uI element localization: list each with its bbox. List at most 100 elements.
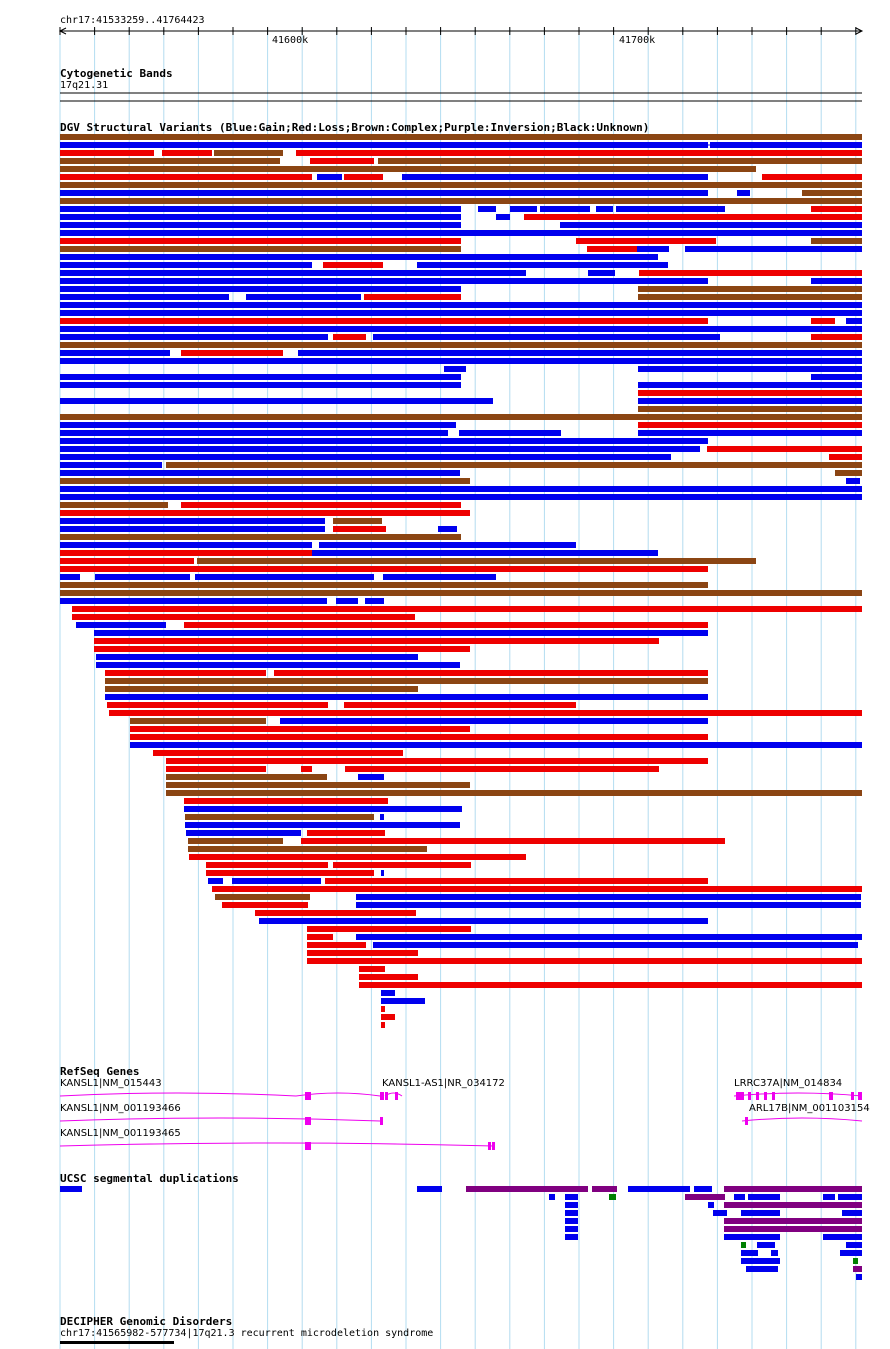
- dgv-gain-feature[interactable]: [588, 270, 615, 276]
- dgv-gain-feature[interactable]: [95, 574, 190, 580]
- dgv-gain-feature[interactable]: [60, 374, 461, 380]
- dgv-loss-feature[interactable]: [301, 838, 725, 844]
- dgv-gain-feature[interactable]: [383, 574, 496, 580]
- segdup-blue-feature[interactable]: [771, 1250, 778, 1256]
- dgv-loss-feature[interactable]: [153, 750, 403, 756]
- dgv-loss-feature[interactable]: [130, 726, 470, 732]
- dgv-loss-feature[interactable]: [359, 974, 418, 980]
- segdup-blue-feature[interactable]: [565, 1194, 578, 1200]
- segdup-blue-feature[interactable]: [60, 1186, 82, 1192]
- dgv-gain-feature[interactable]: [356, 934, 862, 940]
- dgv-gain-feature[interactable]: [638, 430, 862, 436]
- dgv-complex-feature[interactable]: [835, 470, 862, 476]
- dgv-complex-feature[interactable]: [60, 182, 862, 188]
- dgv-loss-feature[interactable]: [274, 670, 708, 676]
- segdup-blue-feature[interactable]: [838, 1194, 862, 1200]
- segdup-blue-feature[interactable]: [746, 1266, 778, 1272]
- segdup-purple-feature[interactable]: [592, 1186, 617, 1192]
- gene-exon[interactable]: [492, 1142, 495, 1150]
- segdup-purple-feature[interactable]: [724, 1218, 862, 1224]
- dgv-gain-feature[interactable]: [60, 574, 80, 580]
- dgv-loss-feature[interactable]: [587, 246, 637, 252]
- gene-exon[interactable]: [745, 1117, 748, 1125]
- segdup-purple-feature[interactable]: [685, 1194, 725, 1200]
- gene-exon[interactable]: [305, 1142, 311, 1150]
- dgv-loss-feature[interactable]: [60, 318, 708, 324]
- dgv-loss-feature[interactable]: [310, 158, 374, 164]
- dgv-complex-feature[interactable]: [130, 718, 266, 724]
- dgv-gain-feature[interactable]: [186, 830, 301, 836]
- dgv-loss-feature[interactable]: [184, 798, 388, 804]
- dgv-gain-feature[interactable]: [560, 222, 862, 228]
- dgv-gain-feature[interactable]: [60, 214, 461, 220]
- dgv-gain-feature[interactable]: [60, 422, 456, 428]
- dgv-gain-feature[interactable]: [96, 662, 460, 668]
- dgv-complex-feature[interactable]: [60, 166, 756, 172]
- dgv-loss-feature[interactable]: [333, 526, 386, 532]
- dgv-gain-feature[interactable]: [510, 206, 537, 212]
- dgv-loss-feature[interactable]: [359, 982, 862, 988]
- gene-label[interactable]: LRRC37A|NM_014834: [734, 1078, 843, 1089]
- dgv-gain-feature[interactable]: [105, 694, 708, 700]
- dgv-loss-feature[interactable]: [94, 638, 659, 644]
- dgv-loss-feature[interactable]: [296, 150, 862, 156]
- gene-exon[interactable]: [385, 1092, 388, 1100]
- dgv-complex-feature[interactable]: [188, 838, 283, 844]
- dgv-complex-feature[interactable]: [60, 342, 862, 348]
- dgv-complex-feature[interactable]: [105, 686, 418, 692]
- dgv-gain-feature[interactable]: [60, 470, 460, 476]
- dgv-gain-feature[interactable]: [60, 206, 461, 212]
- gene-intron[interactable]: [59, 1092, 297, 1097]
- dgv-loss-feature[interactable]: [381, 1006, 385, 1012]
- segdup-purple-feature[interactable]: [853, 1266, 862, 1272]
- dgv-loss-feature[interactable]: [60, 566, 708, 572]
- dgv-gain-feature[interactable]: [638, 382, 862, 388]
- segdup-blue-feature[interactable]: [842, 1210, 862, 1216]
- dgv-gain-feature[interactable]: [312, 550, 658, 556]
- dgv-gain-feature[interactable]: [60, 294, 229, 300]
- dgv-gain-feature[interactable]: [60, 310, 862, 316]
- dgv-loss-feature[interactable]: [206, 862, 328, 868]
- dgv-gain-feature[interactable]: [60, 270, 526, 276]
- dgv-complex-feature[interactable]: [60, 414, 862, 420]
- gene-intron[interactable]: [741, 1117, 863, 1122]
- dgv-loss-feature[interactable]: [184, 622, 708, 628]
- dgv-loss-feature[interactable]: [364, 294, 461, 300]
- dgv-complex-feature[interactable]: [105, 678, 708, 684]
- dgv-gain-feature[interactable]: [846, 318, 862, 324]
- gene-exon[interactable]: [764, 1092, 767, 1100]
- dgv-gain-feature[interactable]: [60, 326, 862, 332]
- dgv-loss-feature[interactable]: [576, 238, 716, 244]
- dgv-complex-feature[interactable]: [333, 518, 382, 524]
- dgv-gain-feature[interactable]: [60, 334, 328, 340]
- dgv-loss-feature[interactable]: [829, 454, 862, 460]
- dgv-loss-feature[interactable]: [344, 702, 576, 708]
- dgv-gain-feature[interactable]: [356, 902, 861, 908]
- segdup-blue-feature[interactable]: [846, 1242, 862, 1248]
- dgv-gain-feature[interactable]: [373, 334, 720, 340]
- dgv-gain-feature[interactable]: [616, 206, 725, 212]
- dgv-gain-feature[interactable]: [60, 430, 448, 436]
- dgv-gain-feature[interactable]: [60, 518, 325, 524]
- segdup-blue-feature[interactable]: [840, 1250, 862, 1256]
- dgv-gain-feature[interactable]: [438, 526, 457, 532]
- refseq-gene-models[interactable]: [59, 1092, 863, 1150]
- decipher-feature-label[interactable]: chr17:41565982-577734|17q21.3 recurrent …: [60, 1328, 434, 1339]
- gene-exon[interactable]: [736, 1092, 744, 1100]
- dgv-loss-feature[interactable]: [109, 710, 862, 716]
- segdup-blue-feature[interactable]: [565, 1234, 578, 1240]
- dgv-loss-feature[interactable]: [60, 174, 312, 180]
- gene-intron[interactable]: [295, 1092, 381, 1097]
- segdup-blue-feature[interactable]: [856, 1274, 862, 1280]
- dgv-gain-feature[interactable]: [195, 574, 374, 580]
- dgv-gain-feature[interactable]: [246, 294, 361, 300]
- segdup-blue-feature[interactable]: [741, 1210, 780, 1216]
- dgv-gain-feature[interactable]: [60, 494, 862, 500]
- segdup-purple-feature[interactable]: [724, 1186, 862, 1192]
- dgv-complex-feature[interactable]: [60, 158, 280, 164]
- dgv-loss-feature[interactable]: [222, 902, 308, 908]
- ruler-right-arrow[interactable]: [855, 27, 864, 35]
- segdup-blue-feature[interactable]: [628, 1186, 690, 1192]
- segdup-purple-feature[interactable]: [466, 1186, 588, 1192]
- dgv-complex-feature[interactable]: [60, 582, 708, 588]
